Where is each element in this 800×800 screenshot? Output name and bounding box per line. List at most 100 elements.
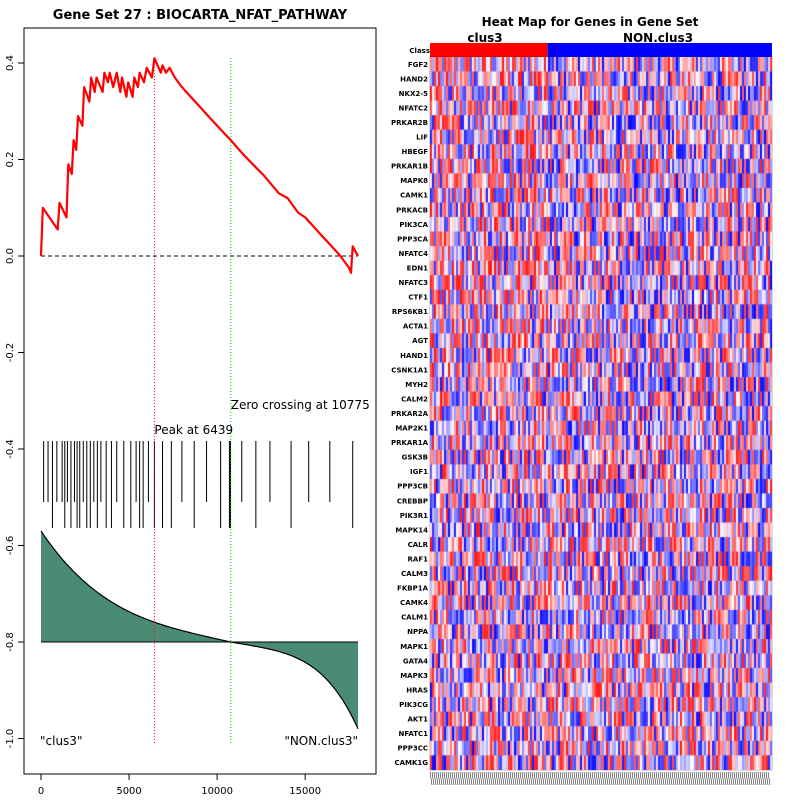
- column-label-mark: [675, 771, 679, 786]
- column-label-mark: [485, 771, 489, 786]
- column-label-mark: [603, 771, 607, 786]
- gene-label: PPP3CC: [397, 745, 428, 753]
- column-label-mark: [467, 771, 471, 786]
- column-label-mark: [661, 771, 665, 786]
- column-label-mark: [453, 771, 457, 786]
- column-label-mark: [745, 771, 749, 786]
- gene-label: MAPK8: [400, 177, 428, 185]
- gene-label: PRKAR1A: [391, 439, 429, 447]
- column-label-mark: [735, 771, 739, 786]
- column-label-mark: [731, 771, 735, 786]
- column-label-mark: [541, 771, 545, 786]
- gene-label: PRKAR1B: [391, 163, 428, 171]
- column-label-mark: [767, 771, 771, 786]
- column-label-mark: [555, 771, 559, 786]
- column-label-mark: [575, 771, 579, 786]
- column-label-mark: [597, 771, 601, 786]
- column-label-mark: [443, 771, 447, 786]
- column-label-mark: [699, 771, 703, 786]
- column-label-mark: [673, 771, 677, 786]
- column-label-mark: [475, 771, 479, 786]
- column-label-mark: [615, 771, 619, 786]
- column-label-mark: [589, 771, 593, 786]
- column-label-mark: [523, 771, 527, 786]
- gene-label: CALM2: [401, 395, 428, 403]
- column-label-mark: [509, 771, 513, 786]
- column-label-mark: [695, 771, 699, 786]
- column-label-mark: [529, 771, 533, 786]
- column-label-mark: [537, 771, 541, 786]
- gene-label: NFATC2: [399, 104, 429, 112]
- column-label-mark: [643, 771, 647, 786]
- column-label-mark: [561, 771, 565, 786]
- column-label-mark: [587, 771, 591, 786]
- column-label-mark: [433, 771, 437, 786]
- column-label-mark: [469, 771, 473, 786]
- gene-label: MAPK1: [400, 643, 428, 651]
- zero-crossing-annotation: Zero crossing at 10775: [231, 398, 370, 412]
- column-label-mark: [527, 771, 531, 786]
- enrichment-score-line: [39, 57, 359, 274]
- column-label-mark: [651, 771, 655, 786]
- gene-label: CALM3: [401, 570, 428, 578]
- column-label-mark: [639, 771, 643, 786]
- column-label-mark: [585, 771, 589, 786]
- column-label-mark: [437, 771, 441, 786]
- y-tick-label: -1.0: [5, 729, 16, 749]
- column-label-mark: [669, 771, 673, 786]
- gene-label: HRAS: [406, 686, 428, 694]
- gene-label: NFATC4: [399, 250, 429, 258]
- gene-label: NPPA: [407, 628, 428, 636]
- heatmap-class-row-label: Class: [409, 47, 430, 55]
- column-label-mark: [667, 771, 671, 786]
- gene-label: HAND1: [400, 352, 428, 360]
- column-label-mark: [765, 771, 769, 786]
- column-label-mark: [635, 771, 639, 786]
- column-label-mark: [749, 771, 753, 786]
- column-label-mark: [455, 771, 459, 786]
- column-label-mark: [559, 771, 563, 786]
- column-label-mark: [625, 771, 629, 786]
- column-label-mark: [533, 771, 537, 786]
- column-label-mark: [499, 771, 503, 786]
- column-label-mark: [519, 771, 523, 786]
- gene-label: PRKAR2A: [391, 410, 429, 418]
- column-label-mark: [447, 771, 451, 786]
- column-label-mark: [681, 771, 685, 786]
- column-label-mark: [613, 771, 617, 786]
- gene-label: LIF: [416, 134, 428, 142]
- column-label-mark: [753, 771, 757, 786]
- column-label-mark: [611, 771, 615, 786]
- column-label-mark: [729, 771, 733, 786]
- column-label-mark: [557, 771, 561, 786]
- column-label-mark: [461, 771, 465, 786]
- gene-label: MAP2K1: [395, 425, 428, 433]
- column-label-mark: [763, 771, 767, 786]
- column-label-mark: [739, 771, 743, 786]
- class-bar-non-clus3: [547, 43, 772, 57]
- gene-label: PIK3CG: [399, 701, 428, 709]
- column-label-mark: [503, 771, 507, 786]
- column-label-mark: [525, 771, 529, 786]
- gene-label: ACTA1: [403, 323, 428, 331]
- column-label-mark: [693, 771, 697, 786]
- column-label-mark: [623, 771, 627, 786]
- column-label-mark: [711, 771, 715, 786]
- column-label-mark: [439, 771, 443, 786]
- column-label-mark: [547, 771, 551, 786]
- gene-label: RPS6KB1: [392, 308, 428, 316]
- heatmap-group-label-clus3: clus3: [467, 31, 502, 45]
- column-label-mark: [591, 771, 595, 786]
- column-label-mark: [757, 771, 761, 786]
- column-label-mark: [581, 771, 585, 786]
- column-label-mark: [571, 771, 575, 786]
- column-label-mark: [501, 771, 505, 786]
- y-tick-label: -0.2: [5, 343, 16, 363]
- column-label-mark: [629, 771, 633, 786]
- column-label-mark: [649, 771, 653, 786]
- class-label-right: "NON.clus3": [284, 734, 358, 748]
- column-label-mark: [473, 771, 477, 786]
- column-label-mark: [617, 771, 621, 786]
- column-label-mark: [719, 771, 723, 786]
- column-label-mark: [725, 771, 729, 786]
